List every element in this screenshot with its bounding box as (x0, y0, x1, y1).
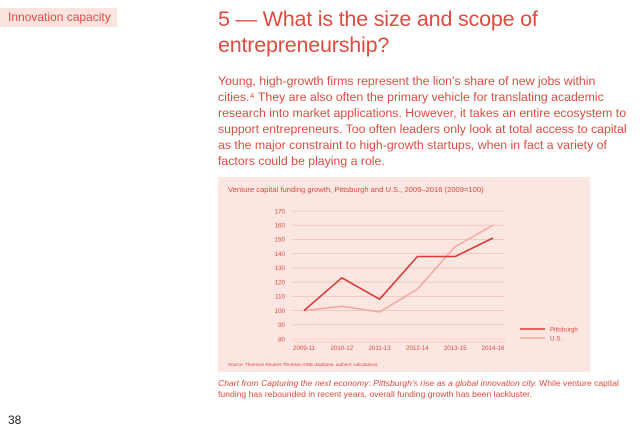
y-tick-label: 120 (275, 279, 286, 286)
y-tick-label: 90 (278, 322, 285, 329)
legend-label: U.S. (550, 335, 562, 342)
section-tag: Innovation capacity (0, 8, 117, 27)
series-line-pittsburgh (303, 237, 494, 312)
chart-panel: Venture capital funding growth, Pittsbur… (218, 177, 590, 372)
page-number: 38 (8, 413, 22, 427)
x-tick-label: 2009-11 (293, 345, 316, 352)
y-tick-label: 140 (275, 251, 286, 258)
y-tick-label: 100 (275, 308, 286, 315)
y-tick-label: 170 (275, 208, 286, 215)
legend-label: Pittsburgh (550, 326, 578, 333)
caption-source-title: Chart from Capturing the next economy: P… (218, 378, 537, 388)
chart-source-note: Source: Thomson Reuters Thomson ONE data… (228, 362, 379, 367)
vc-funding-line-chart: Venture capital funding growth, Pittsbur… (228, 185, 578, 367)
series-line-us (303, 224, 494, 313)
x-tick-label: 2011-13 (368, 345, 391, 352)
y-tick-label: 110 (275, 294, 285, 301)
x-tick-label: 2012-14 (406, 345, 429, 352)
x-tick-label: 2010-12 (330, 345, 353, 352)
caption-text: While venture capital funding has reboun… (218, 378, 619, 399)
y-tick-label: 160 (275, 223, 286, 230)
page-title: 5 — What is the size and scope of entrep… (218, 7, 538, 57)
y-tick-label: 150 (275, 237, 286, 244)
y-tick-label: 130 (275, 265, 286, 272)
x-tick-label: 2013-15 (444, 345, 467, 352)
chart-caption: Chart from Capturing the next economy: P… (218, 378, 628, 400)
x-tick-label: 2014-16 (482, 345, 505, 352)
chart-title: Venture capital funding growth, Pittsbur… (228, 185, 484, 194)
body-paragraph: Young, high-growth firms represent the l… (218, 74, 627, 168)
y-tick-label: 80 (278, 336, 285, 343)
